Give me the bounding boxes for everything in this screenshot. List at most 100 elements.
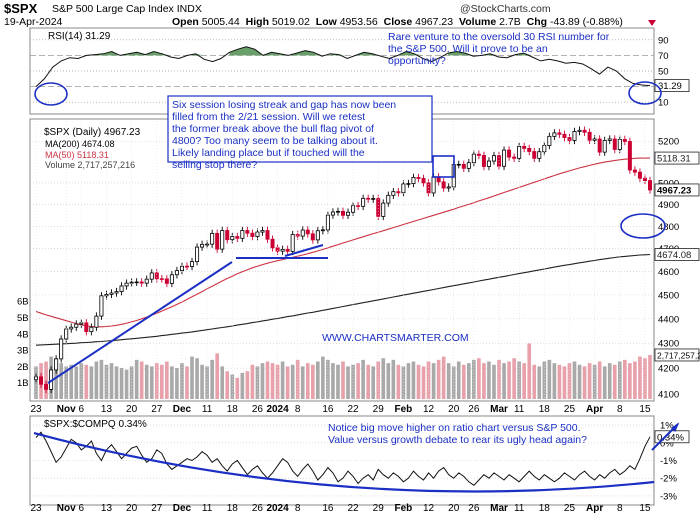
candle-body bbox=[184, 265, 189, 268]
candle-body bbox=[648, 180, 653, 191]
ratio-value-label: 0.34% bbox=[657, 432, 684, 443]
x-tick-label: 18 bbox=[227, 404, 239, 415]
volume-bar bbox=[522, 363, 526, 399]
volume-bar bbox=[285, 366, 290, 399]
volume-bar bbox=[351, 364, 355, 399]
x-tick-label: 12 bbox=[423, 503, 435, 514]
candle-body bbox=[134, 281, 139, 284]
volume-bar bbox=[467, 363, 471, 399]
candle-body bbox=[461, 163, 466, 169]
candle-body bbox=[587, 131, 592, 141]
volume-bar bbox=[441, 356, 446, 399]
ratio-annotation: Notice big move higher on ratio chart ve… bbox=[328, 422, 587, 446]
x-tick-label: 13 bbox=[101, 503, 113, 514]
candle-body bbox=[376, 198, 381, 217]
candle-body bbox=[507, 149, 512, 158]
candle-body bbox=[582, 129, 587, 133]
watermark: WWW.CHARTSMARTER.COM bbox=[322, 332, 469, 344]
x-tick-label: 12 bbox=[423, 404, 435, 415]
ratio-panel: 1% 0% -1% -2% -3% 0.34% bbox=[30, 421, 690, 502]
x-tick-label: Apr bbox=[586, 503, 603, 514]
volume-bar bbox=[628, 363, 632, 399]
volume-bar bbox=[69, 364, 74, 399]
rsi-panel: 907050301031.29 bbox=[30, 35, 690, 109]
candle-body bbox=[446, 186, 451, 189]
volume-bar bbox=[139, 361, 144, 399]
candle-body bbox=[401, 183, 406, 194]
volume-bar bbox=[638, 356, 642, 399]
x-tick-label: 23 bbox=[30, 503, 42, 514]
price-tick-label: 4500 bbox=[658, 290, 679, 301]
volume-bar bbox=[275, 364, 280, 399]
legend-volume: Volume 2,717,257,216 bbox=[45, 160, 135, 170]
candle-body bbox=[220, 230, 225, 250]
volume-bar bbox=[109, 363, 114, 399]
candle-body bbox=[215, 233, 220, 250]
credit[interactable]: @StockCharts.com bbox=[460, 3, 551, 15]
candle-body bbox=[572, 131, 577, 141]
candle-body bbox=[622, 139, 627, 142]
candle-body bbox=[124, 282, 129, 287]
volume-bar bbox=[99, 359, 104, 399]
x-tick-label: 23 bbox=[30, 404, 42, 415]
x-tick-label: 20 bbox=[448, 404, 460, 415]
candle-body bbox=[340, 210, 345, 216]
volume-bar bbox=[225, 371, 230, 399]
x-tick-label: 11 bbox=[202, 503, 213, 514]
candle-body bbox=[39, 376, 44, 385]
x-tick-label: 13 bbox=[101, 404, 113, 415]
candle-body bbox=[552, 132, 557, 137]
candle-body bbox=[522, 145, 527, 149]
volume-bar bbox=[446, 363, 451, 399]
ratio-tick-label: -2% bbox=[660, 474, 677, 485]
candle-body bbox=[537, 151, 542, 159]
candle-body bbox=[174, 270, 179, 276]
volume-bar bbox=[220, 366, 225, 399]
volume-bar bbox=[195, 358, 199, 399]
volume-bar bbox=[406, 363, 411, 399]
x-tick-label: 8 bbox=[617, 404, 623, 415]
volume-bar bbox=[587, 363, 592, 399]
volume-bar bbox=[356, 363, 360, 399]
candle-body bbox=[517, 145, 522, 159]
rsi-value-tag bbox=[654, 79, 690, 92]
ma50-value-label: 5118.31 bbox=[657, 154, 691, 165]
candle-body bbox=[607, 138, 612, 141]
x-tick-label: 16 bbox=[322, 404, 334, 415]
volume-bar bbox=[617, 361, 622, 399]
x-tick-label: 15 bbox=[639, 503, 651, 514]
candle-body bbox=[562, 133, 567, 138]
volume-bar bbox=[215, 353, 219, 399]
candle-body bbox=[260, 230, 265, 233]
candle-body bbox=[195, 246, 200, 263]
x-tick-label: 22 bbox=[348, 404, 360, 415]
x-tick-label: 6 bbox=[79, 503, 85, 514]
volume-bar bbox=[59, 363, 63, 399]
candle-body bbox=[300, 229, 305, 237]
candle-body bbox=[320, 229, 325, 232]
volume-bar bbox=[175, 368, 179, 399]
x-tick-label: 20 bbox=[126, 503, 138, 514]
x-tick-label: 2024 bbox=[266, 404, 289, 415]
x-tick-label: Apr bbox=[586, 404, 603, 415]
price-tick-label: 4900 bbox=[658, 200, 679, 211]
volume-bar bbox=[482, 363, 486, 399]
price-tick-label: 5200 bbox=[658, 137, 679, 148]
volume-bar bbox=[170, 366, 174, 399]
volume-tick-label: 2B bbox=[17, 362, 29, 373]
volume-bar bbox=[507, 361, 511, 399]
candle-body bbox=[114, 291, 119, 294]
volume-bar bbox=[391, 359, 396, 399]
volume-bar bbox=[643, 358, 647, 399]
x-tick-label: Nov bbox=[57, 404, 76, 415]
rsi-low-ellipse-right bbox=[628, 81, 662, 105]
trendline-flagpole bbox=[47, 261, 233, 384]
x-tick-label: 11 bbox=[514, 503, 525, 514]
ma50-line bbox=[35, 157, 650, 328]
volume-bar bbox=[456, 361, 461, 399]
x-tick-label: 22 bbox=[348, 503, 360, 514]
x-tick-label: 26 bbox=[252, 503, 264, 514]
volume-bar bbox=[537, 366, 542, 399]
x-tick-label: 16 bbox=[322, 503, 334, 514]
